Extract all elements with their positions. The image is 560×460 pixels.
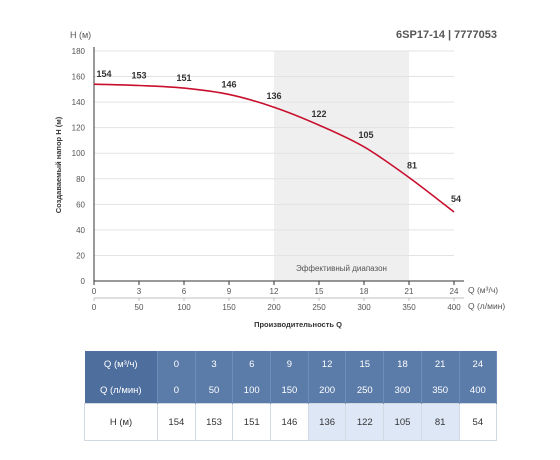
table-cell: 21 [421, 351, 460, 377]
table-cell: 0 [157, 377, 196, 404]
table-cell: 100 [232, 377, 272, 404]
table-cell: 54 [458, 403, 498, 441]
x-secondary-tick-label: 50 [135, 303, 144, 312]
data-label: 136 [266, 91, 281, 101]
table-cell: 136 [307, 403, 347, 441]
table-cell: 24 [459, 351, 498, 377]
table-row: Q (м³/ч) 0 3 6 9 12 15 18 21 24 [84, 351, 498, 377]
x-secondary-tick-label: 100 [177, 303, 191, 312]
table-cell: 9 [270, 351, 309, 377]
table-cell: 350 [421, 377, 460, 404]
table-cell: 153 [194, 403, 234, 441]
table-cell: 300 [383, 377, 422, 404]
data-label: 81 [407, 161, 417, 171]
chart-title: 6SP17-14 | 7777053 [396, 29, 497, 41]
x-primary-unit-label: Q (м³/ч) [468, 285, 498, 295]
performance-table: Q (м³/ч) 0 3 6 9 12 15 18 21 24 Q (л/мин) 0 50 100 150… [84, 351, 498, 441]
x-secondary-tick-label: 400 [447, 303, 461, 312]
data-label: 146 [221, 79, 236, 89]
y-tick-label: 100 [72, 149, 86, 158]
table-cell: 150 [270, 377, 309, 404]
x-axis-title: Производительность Q [254, 320, 342, 329]
table-cell: 50 [195, 377, 234, 404]
x-secondary-tick-label: 350 [402, 303, 416, 312]
efficiency-zone [274, 51, 409, 281]
x-secondary-tick-label: 300 [357, 303, 371, 312]
table-cell: 122 [345, 403, 385, 441]
data-label: 154 [96, 69, 111, 79]
x-tick-label: 6 [182, 287, 187, 296]
table-row-label: Q (л/мин) [84, 377, 158, 404]
x-tick-label: 18 [360, 287, 369, 296]
table-cell: 250 [345, 377, 385, 404]
x-secondary-tick-label: 250 [312, 303, 326, 312]
y-unit-label: H (м) [70, 30, 91, 40]
y-tick-label: 60 [76, 200, 85, 209]
table-cell: 3 [195, 351, 234, 377]
table-cell: 154 [157, 403, 196, 441]
table-cell: 6 [232, 351, 272, 377]
data-label: 105 [358, 130, 373, 140]
x-tick-label: 0 [92, 287, 97, 296]
table-cell: 146 [270, 403, 309, 441]
table-cell: 200 [308, 377, 347, 404]
x-tick-labels: 0 3 6 9 12 15 18 21 24 [92, 281, 459, 296]
y-tick-label: 0 [81, 277, 86, 286]
x-secondary-tick-label: 150 [222, 303, 236, 312]
table-row: Q (л/мин) 0 50 100 150 200 250 300 350 400 [84, 377, 498, 404]
y-tick-labels: 0 20 40 60 80 100 120 140 160 180 [72, 47, 86, 286]
y-tick-label: 160 [72, 73, 86, 82]
y-tick-label: 120 [72, 124, 86, 133]
table-cell: 0 [157, 351, 196, 377]
table-cell: 151 [232, 403, 272, 441]
x-secondary-tick-labels: 0 50 100 150 200 250 300 350 400 [92, 298, 461, 312]
gridlines [94, 50, 454, 256]
data-label: 122 [311, 109, 326, 119]
table-cell: 400 [459, 377, 498, 404]
x-secondary-tick-label: 0 [92, 303, 97, 312]
x-secondary-tick-label: 200 [267, 303, 281, 312]
x-tick-label: 24 [450, 287, 459, 296]
x-tick-label: 9 [227, 287, 232, 296]
y-tick-label: 40 [76, 226, 85, 235]
data-labels: 154 153 151 146 136 122 105 81 54 [96, 69, 461, 204]
table-cell: 105 [383, 403, 422, 441]
x-tick-label: 15 [315, 287, 324, 296]
table-row-label: H (м) [84, 403, 158, 441]
series-line [93, 83, 455, 213]
table-cell: 18 [383, 351, 422, 377]
table-cell: 15 [345, 351, 385, 377]
x-tick-label: 21 [405, 287, 414, 296]
data-label: 153 [131, 71, 146, 81]
x-secondary-unit-label: Q (л/мин) [468, 301, 505, 311]
y-axis-title: Создаваемый напор H (м) [54, 116, 63, 213]
x-tick-label: 3 [137, 287, 142, 296]
table-row-label: Q (м³/ч) [84, 351, 158, 377]
y-tick-label: 140 [72, 98, 86, 107]
y-tick-label: 20 [76, 251, 85, 260]
table-cell: 81 [420, 403, 460, 441]
y-tick-label: 80 [76, 175, 85, 184]
data-label: 54 [451, 194, 461, 204]
x-tick-label: 12 [270, 287, 279, 296]
y-tick-label: 180 [72, 47, 86, 56]
table-row: H (м) 154 153 151 146 136 122 105 81 54 [84, 403, 498, 441]
table-cell: 12 [308, 351, 347, 377]
efficiency-zone-label: Эффективный диапазон [296, 264, 387, 273]
data-label: 151 [176, 73, 191, 83]
